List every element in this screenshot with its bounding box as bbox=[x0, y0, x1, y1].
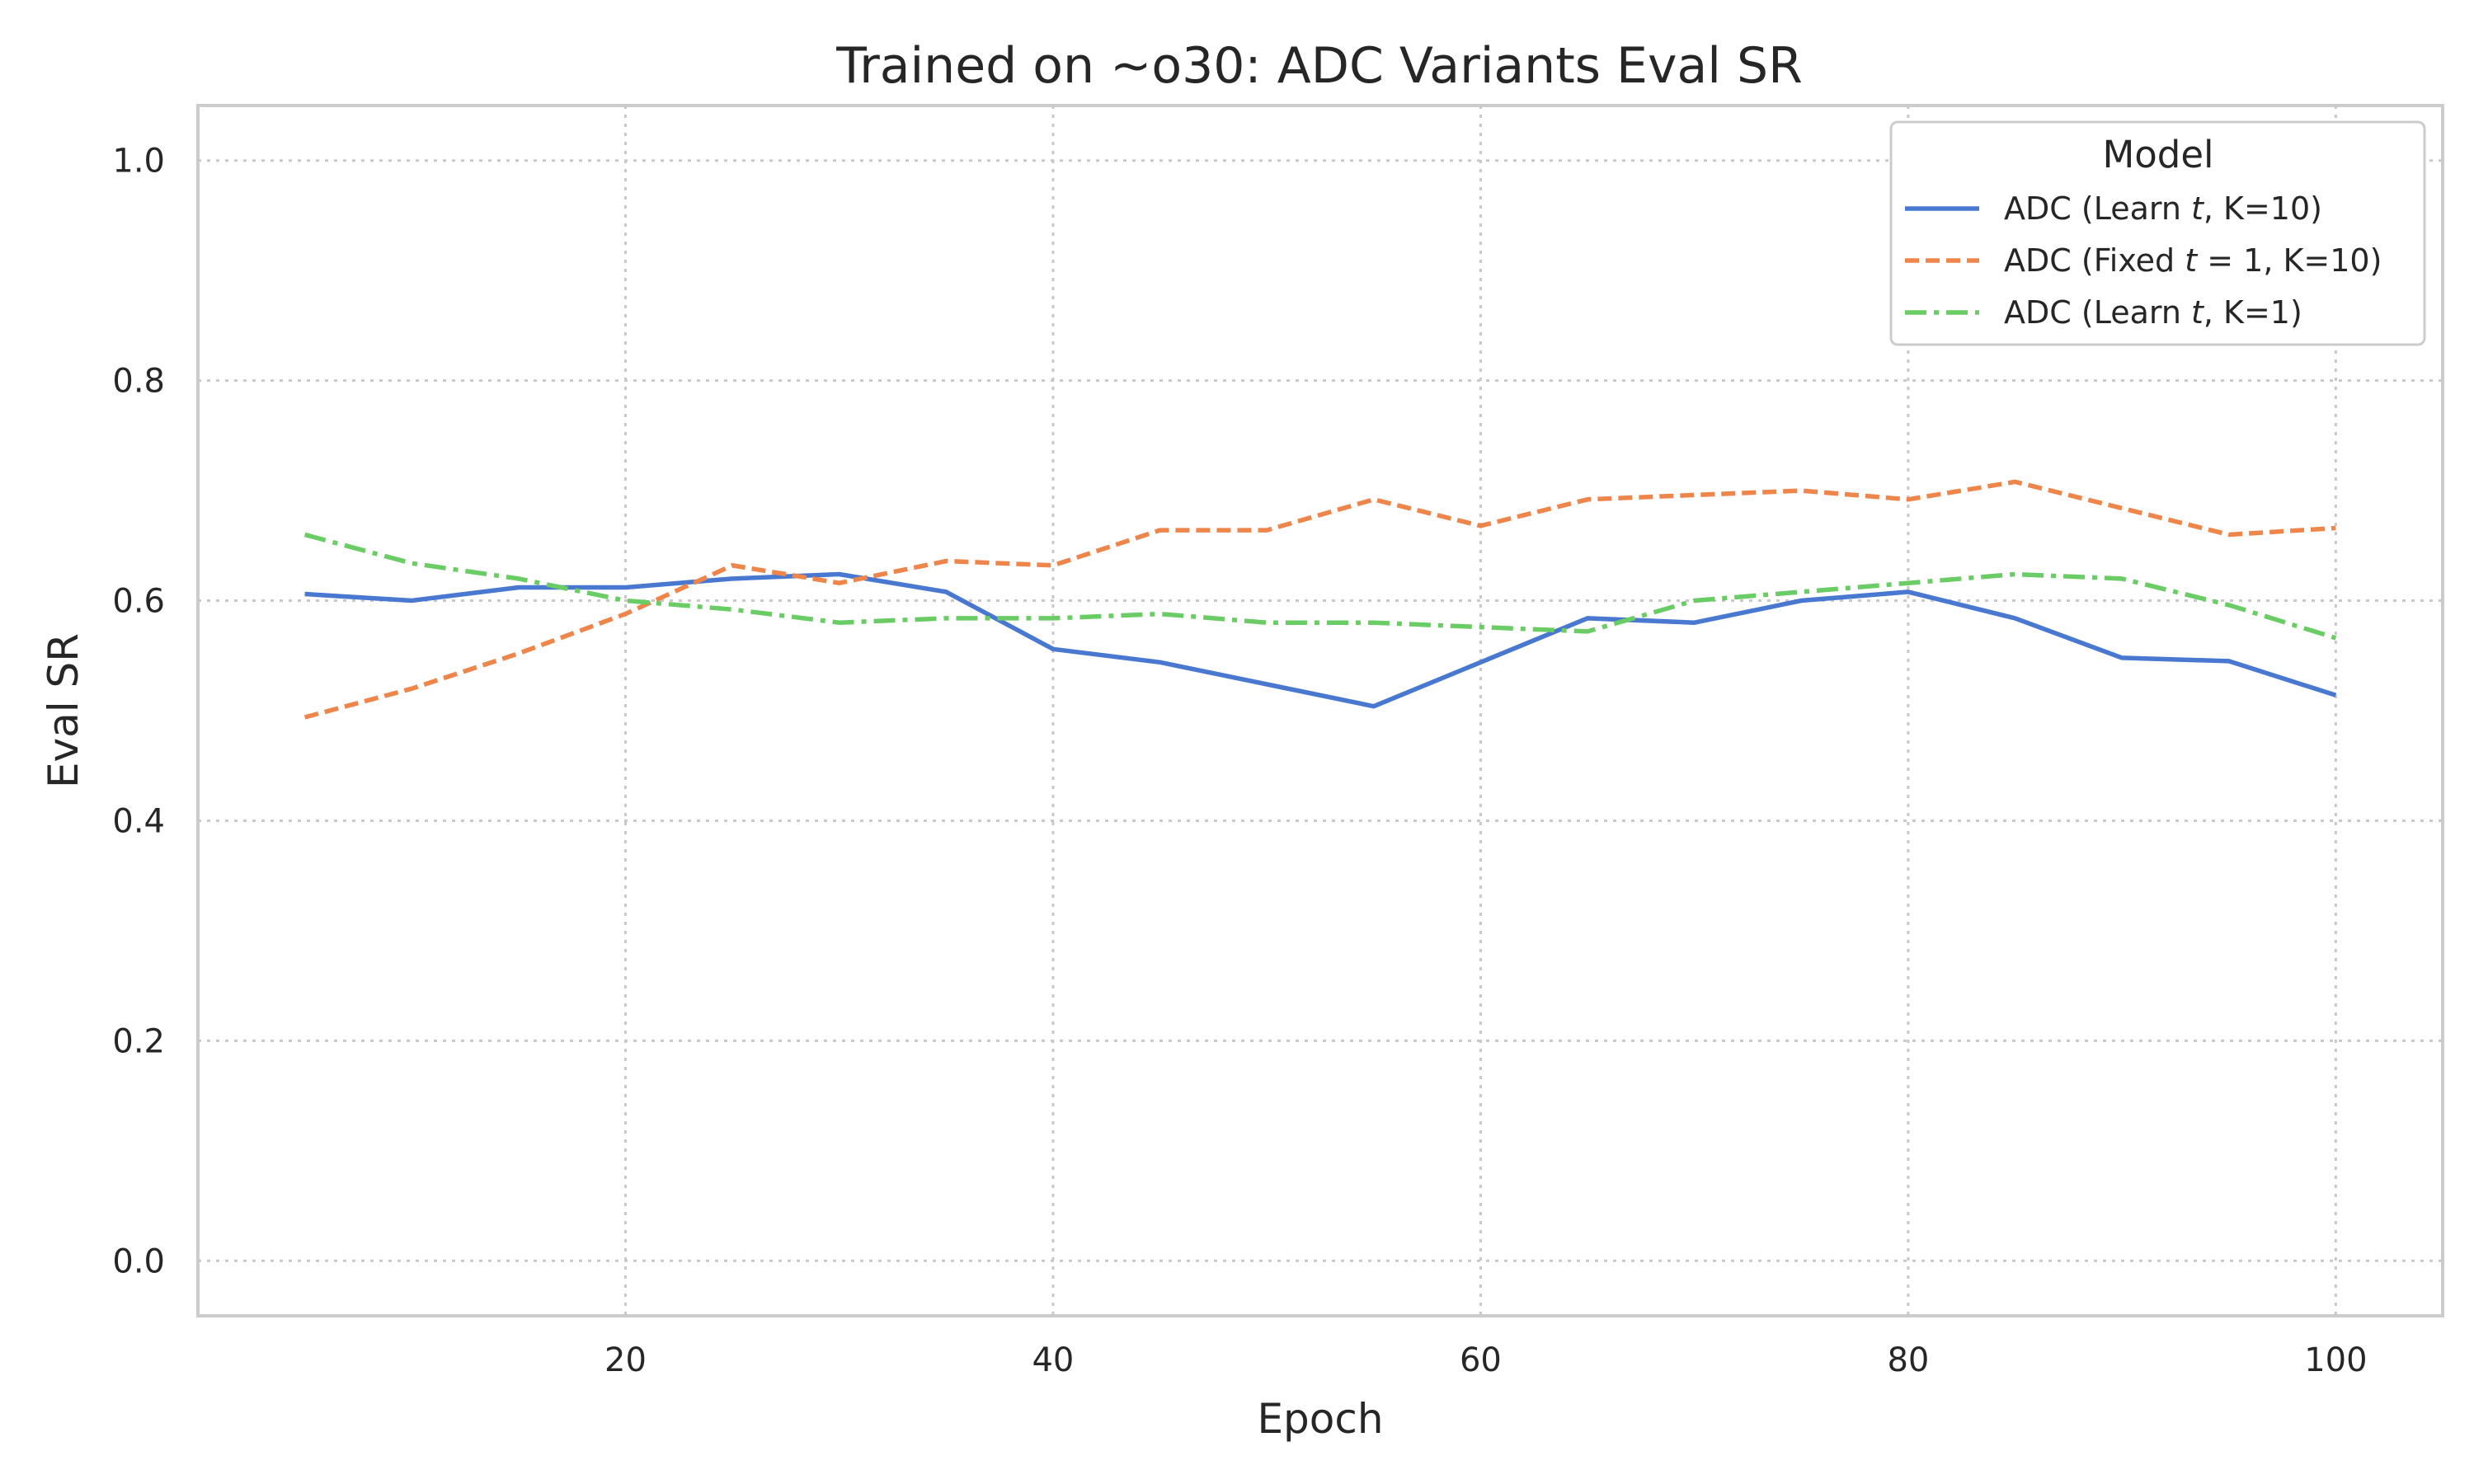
x-tick-label: 80 bbox=[1887, 1341, 1929, 1379]
x-tick-label: 100 bbox=[2304, 1341, 2367, 1379]
legend-label: ADC (Learn t, K=1) bbox=[2004, 294, 2302, 331]
legend-label: ADC (Fixed t = 1, K=10) bbox=[2004, 242, 2382, 279]
y-tick-label: 0.4 bbox=[112, 802, 165, 840]
x-tick-label: 20 bbox=[604, 1341, 647, 1379]
x-tick-label: 40 bbox=[1032, 1341, 1074, 1379]
grid bbox=[198, 106, 2443, 1316]
x-axis-label: Epoch bbox=[1257, 1395, 1383, 1443]
series-line-2 bbox=[303, 479, 2336, 720]
y-tick-labels: 0.0 0.2 0.4 0.6 0.8 1.0 bbox=[112, 143, 165, 1281]
y-tick-label: 1.0 bbox=[112, 143, 165, 181]
y-tick-label: 0.2 bbox=[112, 1022, 165, 1060]
series-line-3 bbox=[303, 532, 2337, 641]
chart-title: Trained on ~o30: ADC Variants Eval SR bbox=[835, 37, 1803, 95]
y-tick-label: 0.0 bbox=[112, 1242, 165, 1280]
series-line-1 bbox=[304, 571, 2337, 709]
legend-label: ADC (Learn t, K=10) bbox=[2004, 190, 2322, 227]
x-tick-label: 60 bbox=[1460, 1341, 1502, 1379]
series-lines bbox=[303, 479, 2337, 720]
legend-title: Model bbox=[2102, 133, 2213, 176]
y-tick-label: 0.6 bbox=[112, 583, 165, 621]
legend-items: ADC (Learn t, K=10) ADC (Fixed t = 1, K=1… bbox=[1905, 190, 2382, 331]
y-axis-label: Eval SR bbox=[40, 633, 87, 788]
legend: Model ADC (Learn t, K=10) ADC (Fixed t = … bbox=[1889, 120, 2426, 346]
y-tick-label: 0.8 bbox=[112, 363, 165, 401]
legend-box bbox=[1889, 120, 2426, 346]
x-tick-labels: 20 40 60 80 100 bbox=[604, 1341, 2368, 1379]
